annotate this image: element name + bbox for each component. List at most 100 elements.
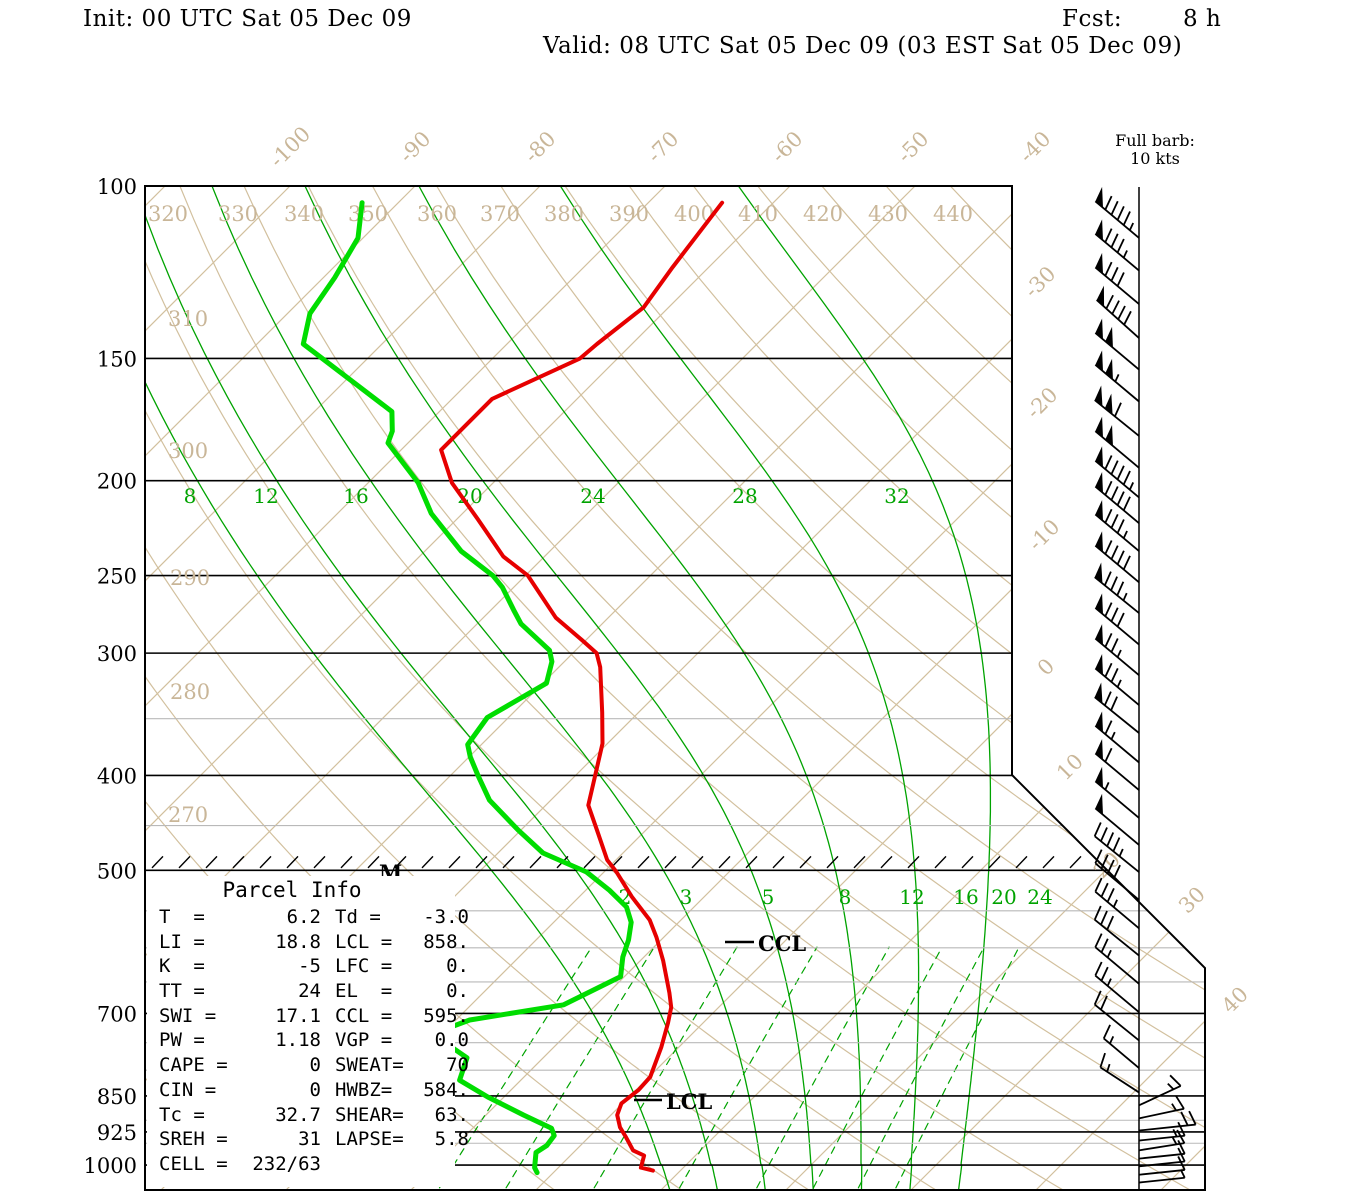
chart-label: 360 xyxy=(417,202,457,226)
parcel-cell: VGP = xyxy=(335,1029,393,1052)
wind-barb-column xyxy=(1093,186,1197,1190)
parcel-row: CELL = 232/63 xyxy=(159,1152,469,1177)
pressure-axis-label: 250 xyxy=(97,565,137,589)
parcel-cell: 0. xyxy=(446,955,469,978)
parcel-cell: 5.8 xyxy=(434,1128,469,1151)
chart-label: 300 xyxy=(168,439,208,463)
chart-label: 320 xyxy=(148,202,188,226)
parcel-row: SREH = 31 LAPSE= 5.8 xyxy=(159,1127,469,1152)
parcel-cell: 24 xyxy=(298,980,321,1003)
chart-label: -60 xyxy=(767,127,808,168)
valid-time-label: Valid: 08 UTC Sat 05 Dec 09 (03 EST Sat … xyxy=(543,33,1183,59)
parcel-cell: Tc = xyxy=(159,1103,205,1126)
parcel-cell xyxy=(321,979,335,1004)
chart-label: 390 xyxy=(609,202,649,226)
parcel-cell: LAPSE= xyxy=(335,1128,404,1151)
parcel-row: PW = 1.18 VGP = 0.0 xyxy=(159,1028,469,1053)
parcel-cell: SWEAT= xyxy=(335,1054,404,1077)
parcel-cell: 31 xyxy=(298,1128,321,1151)
parcel-row: SWI = 17.1 CCL = 595. xyxy=(159,1004,469,1029)
parcel-cell xyxy=(321,954,335,979)
chart-label: 24 xyxy=(1027,885,1052,909)
parcel-cell xyxy=(321,1078,335,1103)
parcel-cell: 32.7 xyxy=(275,1103,321,1126)
parcel-cell: TT = xyxy=(159,980,205,1003)
wind-legend-line1: Full barb: xyxy=(1115,131,1195,150)
chart-label: -80 xyxy=(520,127,561,168)
parcel-cell xyxy=(321,1103,335,1128)
parcel-row: CIN = 0 HWBZ= 584. xyxy=(159,1078,469,1103)
parcel-row: Tc = 32.7 SHEAR= 63. xyxy=(159,1103,469,1128)
pressure-axis-label: 100 xyxy=(97,175,137,199)
pressure-axis-label: 500 xyxy=(97,859,137,883)
parcel-cell: T = xyxy=(159,906,205,928)
parcel-cell: CAPE = xyxy=(159,1054,228,1077)
parcel-cell xyxy=(335,1152,411,1177)
chart-label: 0 xyxy=(1033,654,1059,680)
chart-label: 330 xyxy=(218,202,258,226)
parcel-cell: 70 xyxy=(446,1054,469,1077)
parcel-cell: 0 xyxy=(309,1078,321,1101)
pressure-axis-label: 400 xyxy=(97,764,137,788)
chart-label: 8 xyxy=(184,484,197,508)
parcel-cell: 584. xyxy=(423,1078,469,1101)
chart-label: 270 xyxy=(168,803,208,827)
parcel-cell: 595. xyxy=(423,1004,469,1027)
temperature-curve xyxy=(439,200,725,1173)
chart-label: 350 xyxy=(348,202,388,226)
parcel-cell: EL = xyxy=(335,980,393,1003)
pressure-axis-label: 850 xyxy=(97,1085,137,1109)
parcel-cell xyxy=(321,930,335,955)
parcel-cell: LFC = xyxy=(335,955,393,978)
parcel-cell xyxy=(321,1053,335,1078)
parcel-row: TT = 24 EL = 0. xyxy=(159,979,469,1004)
chart-label: 30 xyxy=(1174,882,1210,918)
forecast-hour-value: 8 h xyxy=(1183,6,1222,32)
parcel-cell xyxy=(321,1004,335,1029)
parcel-row: LI = 18.8 LCL = 858. xyxy=(159,930,469,955)
chart-label: -70 xyxy=(643,127,684,168)
parcel-cell: 0.0 xyxy=(434,1029,469,1052)
parcel-cell: Td = xyxy=(335,906,381,928)
parcel-cell xyxy=(321,905,335,930)
parcel-info-title: Parcel Info xyxy=(222,878,362,902)
parcel-cell: 6.2 xyxy=(286,906,321,928)
parcel-cell: K = xyxy=(159,955,205,978)
forecast-hour-label: Fcst: xyxy=(1062,6,1123,32)
pressure-axis-label: 1000 xyxy=(84,1154,137,1178)
parcel-cell: 18.8 xyxy=(275,930,321,953)
parcel-cell: 858. xyxy=(423,930,469,953)
parcel-cell: LCL = xyxy=(335,930,393,953)
chart-label: -40 xyxy=(1015,127,1056,168)
parcel-info-rows: T = 6.2 Td = -3.0 LI = 18.8 LCL = 858. K = -5 LFC … xyxy=(159,905,469,1177)
dewpoint-curve xyxy=(300,200,634,1176)
parcel-cell: SWI = xyxy=(159,1004,217,1027)
pressure-axis-label: 200 xyxy=(97,470,137,494)
chart-label: 24 xyxy=(580,484,605,508)
parcel-cell xyxy=(321,1127,335,1152)
parcel-row: K = -5 LFC = 0. xyxy=(159,954,469,979)
parcel-cell: -3.0 xyxy=(423,906,469,928)
chart-label: -90 xyxy=(395,127,436,168)
chart-label: 12 xyxy=(899,885,924,909)
chart-frame xyxy=(144,185,1206,1191)
parcel-cell: LI = xyxy=(159,930,205,953)
chart-label: -100 xyxy=(265,122,315,172)
chart-label: 280 xyxy=(170,680,210,704)
chart-label: 3 xyxy=(680,885,693,909)
parcel-cell: 0. xyxy=(446,980,469,1003)
pressure-axis-label: 700 xyxy=(97,1002,137,1026)
parcel-cell: 1.18 xyxy=(275,1029,321,1052)
parcel-cell: SREH = xyxy=(159,1128,228,1151)
chart-label: 8 xyxy=(839,885,852,909)
parcel-cell: CCL = xyxy=(335,1004,393,1027)
chart-label: LCL xyxy=(666,1089,712,1114)
chart-label: -50 xyxy=(893,127,934,168)
chart-label: 28 xyxy=(732,484,757,508)
parcel-info-panel: Parcel Info T = 6.2 Td = -3.0 LI = 18.8 LCL = 8… xyxy=(147,876,469,1187)
pressure-axis-label: 300 xyxy=(97,642,137,666)
parcel-cell: SHEAR= xyxy=(335,1103,404,1126)
chart-label: -10 xyxy=(1024,515,1065,556)
